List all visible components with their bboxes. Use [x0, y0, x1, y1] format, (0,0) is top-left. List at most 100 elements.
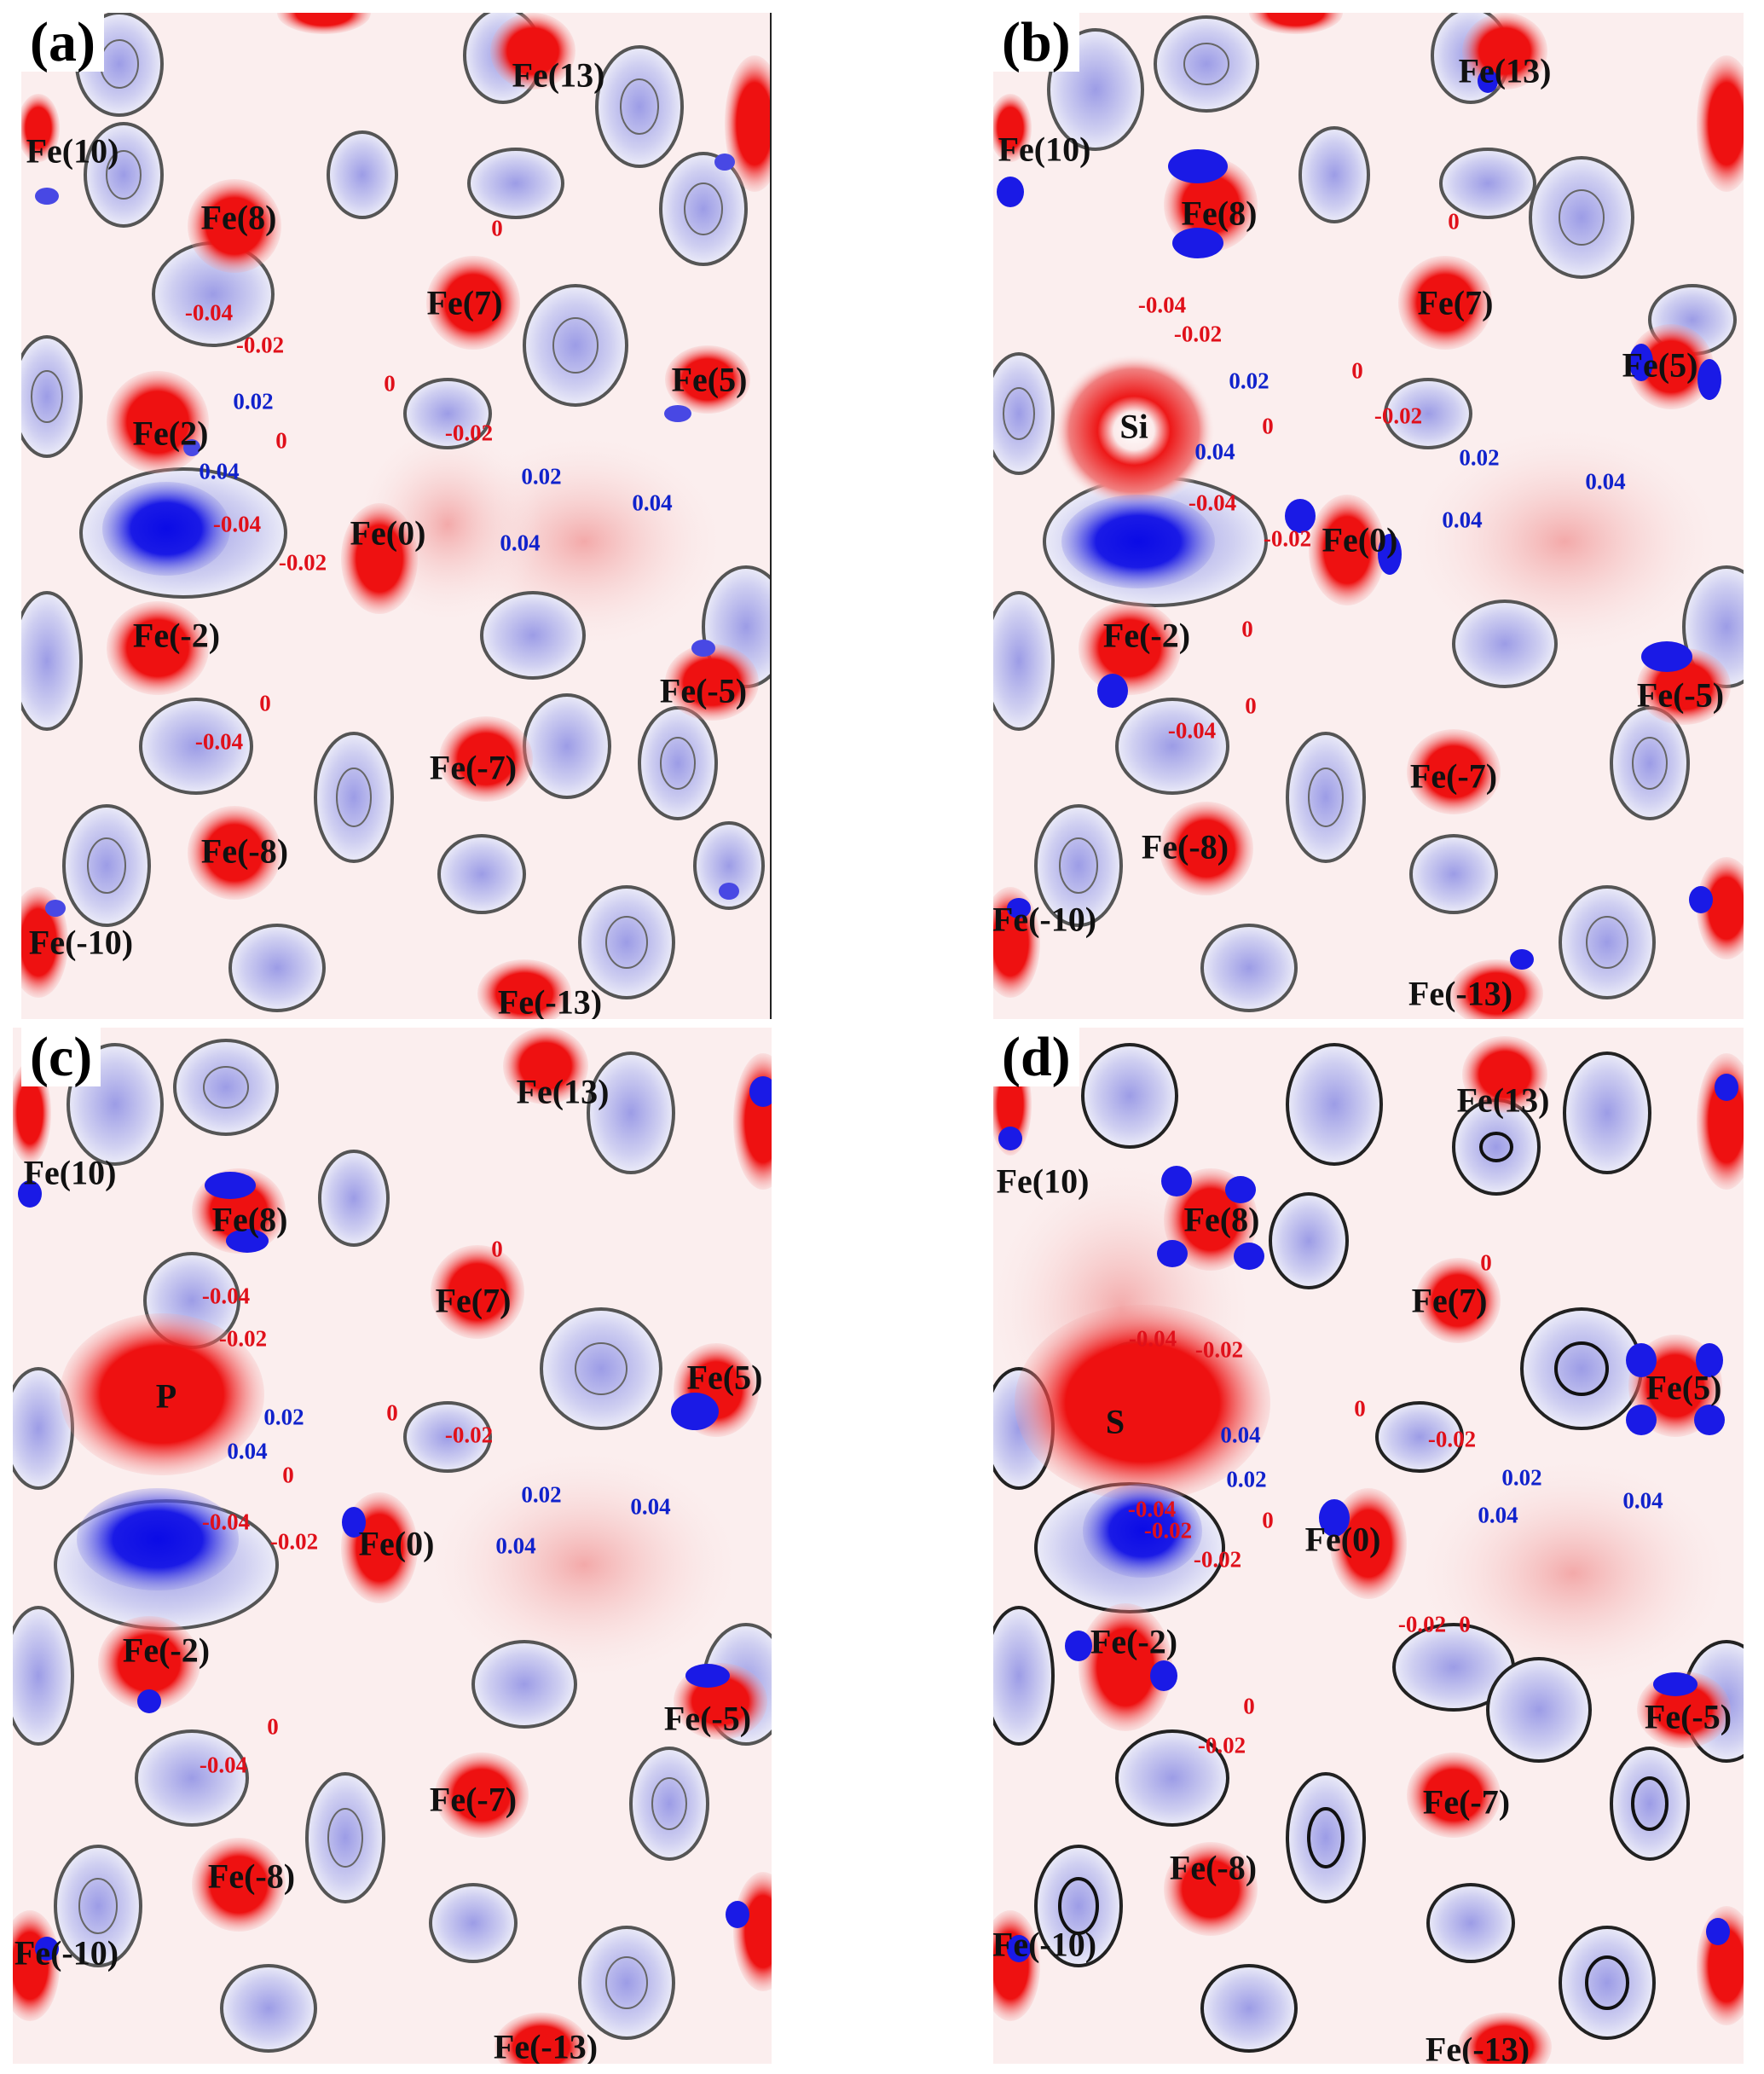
contour-label: 0.02 — [521, 1481, 562, 1508]
atom-label: Fe(5) — [1645, 1368, 1722, 1407]
atom-label: Fe(10) — [998, 130, 1091, 169]
atom-label: Fe(8) — [1181, 194, 1258, 233]
contour-label: 0 — [386, 1399, 398, 1426]
atom-label: Fe(7) — [1411, 1281, 1488, 1320]
contour-label: -0.04 — [212, 511, 262, 537]
atom-label: Fe(0) — [1322, 520, 1398, 559]
contour-label: 0.04 — [199, 458, 240, 484]
contour-label: 0 — [384, 370, 396, 397]
contour-label: -0.02 — [1194, 1336, 1244, 1363]
panel-label: (c) — [21, 1028, 101, 1086]
atom-label: Fe(-10) — [993, 900, 1097, 939]
contour-label: 0 — [1262, 1507, 1274, 1533]
contour-label: -0.04 — [1188, 490, 1237, 516]
atom-label: Fe(0) — [1304, 1520, 1381, 1559]
atom-label: Fe(-2) — [122, 1631, 211, 1670]
atom-label: Fe(13) — [1456, 1080, 1550, 1120]
contour-label: 0.02 — [263, 1404, 304, 1430]
contour-label: 0.04 — [1442, 507, 1483, 533]
contour-label: -0.04 — [1127, 1496, 1177, 1522]
atom-label: Fe(-5) — [1636, 675, 1725, 715]
panel-label: (a) — [21, 13, 104, 72]
contour-label: -0.02 — [269, 1528, 319, 1555]
atom-label: Fe(-8) — [1141, 827, 1229, 866]
density-map-c — [13, 1028, 772, 2064]
contour-label: 0.02 — [233, 388, 274, 414]
panel-b: (b) Fe(13) Fe(10) Fe(8) Fe(7) Fe(5) Si F… — [993, 13, 1744, 1019]
contour-label: -0.02 — [278, 549, 327, 576]
atom-label: P — [155, 1376, 177, 1416]
contour-label: -0.04 — [194, 728, 244, 755]
atom-label: Fe(8) — [200, 198, 277, 237]
atom-label: Fe(-2) — [132, 616, 221, 655]
atom-label: Fe(-7) — [429, 1780, 518, 1819]
contour-label: -0.02 — [1173, 321, 1223, 347]
density-map-b — [993, 13, 1744, 1019]
contour-label: 0.02 — [1459, 444, 1500, 471]
contour-label: 0 — [1459, 1611, 1471, 1637]
frame-edge — [770, 13, 772, 1019]
panel-label: (b) — [993, 13, 1079, 72]
atom-label: Fe(10) — [26, 131, 119, 171]
atom-label: Fe(-7) — [1422, 1782, 1511, 1822]
panel-d: (d) Fe(13) Fe(10) Fe(8) Fe(7) Fe(5) S Fe… — [993, 1028, 1744, 2064]
atom-label: Fe(-10) — [14, 1933, 119, 1973]
atom-label: Fe(2) — [132, 414, 209, 453]
contour-label: -0.04 — [199, 1752, 248, 1778]
contour-label: -0.04 — [1137, 292, 1187, 318]
atom-label: Fe(10) — [996, 1162, 1090, 1201]
contour-label: 0 — [1351, 357, 1363, 384]
contour-label: -0.02 — [444, 420, 494, 446]
contour-label: 0 — [1354, 1395, 1366, 1422]
contour-label: -0.02 — [1427, 1426, 1477, 1452]
atom-label: Fe(13) — [512, 55, 605, 95]
panel-a: (a) Fe(13) Fe(10) Fe(8) Fe(7) Fe(5) Fe(2… — [21, 13, 772, 1019]
contour-label: 0 — [1262, 413, 1274, 439]
atom-label: Fe(-5) — [1644, 1697, 1732, 1736]
atom-label: Fe(-2) — [1102, 616, 1191, 655]
atom-label: Fe(-5) — [659, 671, 748, 710]
atom-label: Fe(8) — [211, 1200, 288, 1239]
atom-label: S — [1105, 1402, 1125, 1441]
atom-label: Fe(8) — [1183, 1200, 1260, 1239]
atom-label: Fe(7) — [1417, 283, 1494, 322]
contour-label: 0 — [1480, 1249, 1492, 1276]
contour-label: 0 — [275, 427, 287, 454]
contour-label: 0 — [282, 1462, 294, 1488]
contour-label: -0.02 — [1263, 525, 1312, 552]
density-map-d — [993, 1036, 1744, 2064]
contour-label: 0.02 — [1226, 1466, 1267, 1492]
contour-label: 0 — [1241, 616, 1253, 642]
atom-label: Fe(5) — [686, 1358, 763, 1397]
atom-label: Fe(-7) — [429, 748, 518, 787]
contour-label: 0 — [1245, 692, 1257, 719]
contour-label: 0.04 — [630, 1493, 671, 1520]
contour-label: 0.02 — [1501, 1464, 1542, 1491]
atom-label: Fe(-13) — [1425, 2030, 1530, 2065]
contour-label: 0 — [267, 1713, 279, 1740]
atom-label: Fe(5) — [671, 360, 748, 399]
contour-label: 0.04 — [227, 1438, 268, 1464]
panel-c: (c) Fe(13) Fe(10) Fe(8) Fe(7) Fe(5) P Fe… — [13, 1028, 772, 2064]
atom-label: Fe(-8) — [200, 831, 289, 871]
atom-label: Fe(0) — [350, 513, 426, 553]
atom-label: Fe(7) — [426, 283, 503, 322]
contour-label: 0 — [491, 1236, 503, 1262]
contour-label: 0.04 — [1220, 1422, 1261, 1448]
contour-label: 0.04 — [1622, 1487, 1663, 1514]
contour-label: -0.04 — [201, 1509, 251, 1535]
contour-label: 0.04 — [1478, 1502, 1518, 1528]
contour-label: 0.04 — [495, 1532, 536, 1559]
atom-label: Fe(-10) — [993, 1925, 1097, 1964]
atom-label: Fe(13) — [1458, 51, 1552, 90]
atom-label: Fe(-2) — [1090, 1622, 1178, 1661]
atom-label: Fe(-13) — [1408, 974, 1513, 1013]
contour-label: 0.02 — [1229, 368, 1270, 394]
atom-label: Fe(7) — [435, 1281, 512, 1320]
contour-label: -0.02 — [1197, 1732, 1246, 1758]
panel-label: (d) — [993, 1028, 1079, 1086]
contour-label: 0.04 — [1194, 438, 1235, 465]
atom-label: Fe(10) — [23, 1153, 117, 1192]
contour-label: 0 — [491, 215, 503, 241]
contour-label: 0 — [1243, 1693, 1255, 1719]
